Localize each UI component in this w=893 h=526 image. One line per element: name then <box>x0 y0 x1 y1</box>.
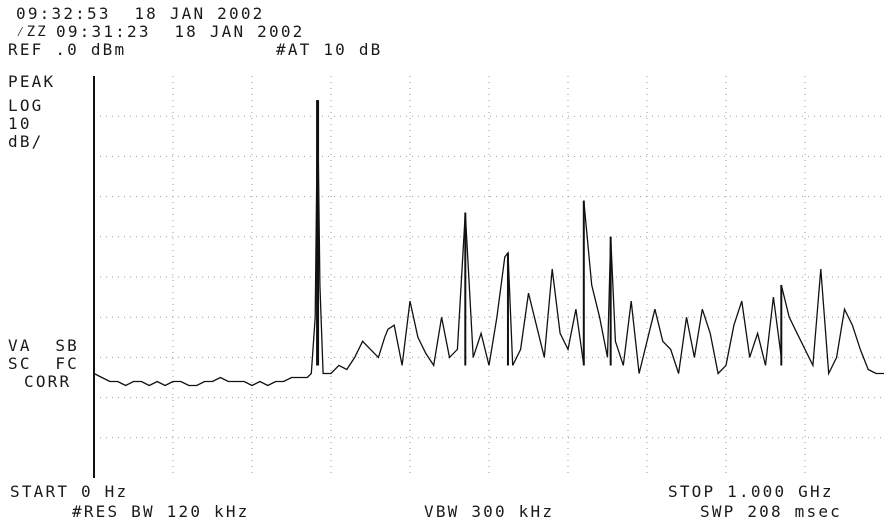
trace-line <box>93 100 884 387</box>
detector-mode: PEAK <box>8 72 56 91</box>
scale-value: 10 <box>8 114 32 133</box>
plot-grid <box>93 76 884 478</box>
start-frequency: START 0 Hz <box>10 482 129 501</box>
scale-unit: dB/ <box>8 132 44 151</box>
annotation-sc-fc: SC FC <box>8 354 79 373</box>
stop-frequency: STOP 1.000 GHz <box>668 482 834 501</box>
resolution-bandwidth: #RES BW 120 kHz <box>72 502 250 521</box>
annotation-corr: CORR <box>24 372 72 391</box>
video-bandwidth: VBW 300 kHz <box>424 502 555 521</box>
reference-level: REF .0 dBm <box>8 40 127 59</box>
trace-marker-icon: ⁄ZZ <box>16 24 48 40</box>
attenuation: #AT 10 dB <box>276 40 383 59</box>
spectrum-trace <box>93 100 884 387</box>
annotation-va-sb: VA SB <box>8 336 79 355</box>
timestamp-stored: 09:31:23 18 JAN 2002 <box>56 22 305 41</box>
timestamp-current: 09:32:53 18 JAN 2002 <box>16 4 265 23</box>
sweep-time: SWP 208 msec <box>700 502 842 521</box>
scale-type: LOG <box>8 96 44 115</box>
